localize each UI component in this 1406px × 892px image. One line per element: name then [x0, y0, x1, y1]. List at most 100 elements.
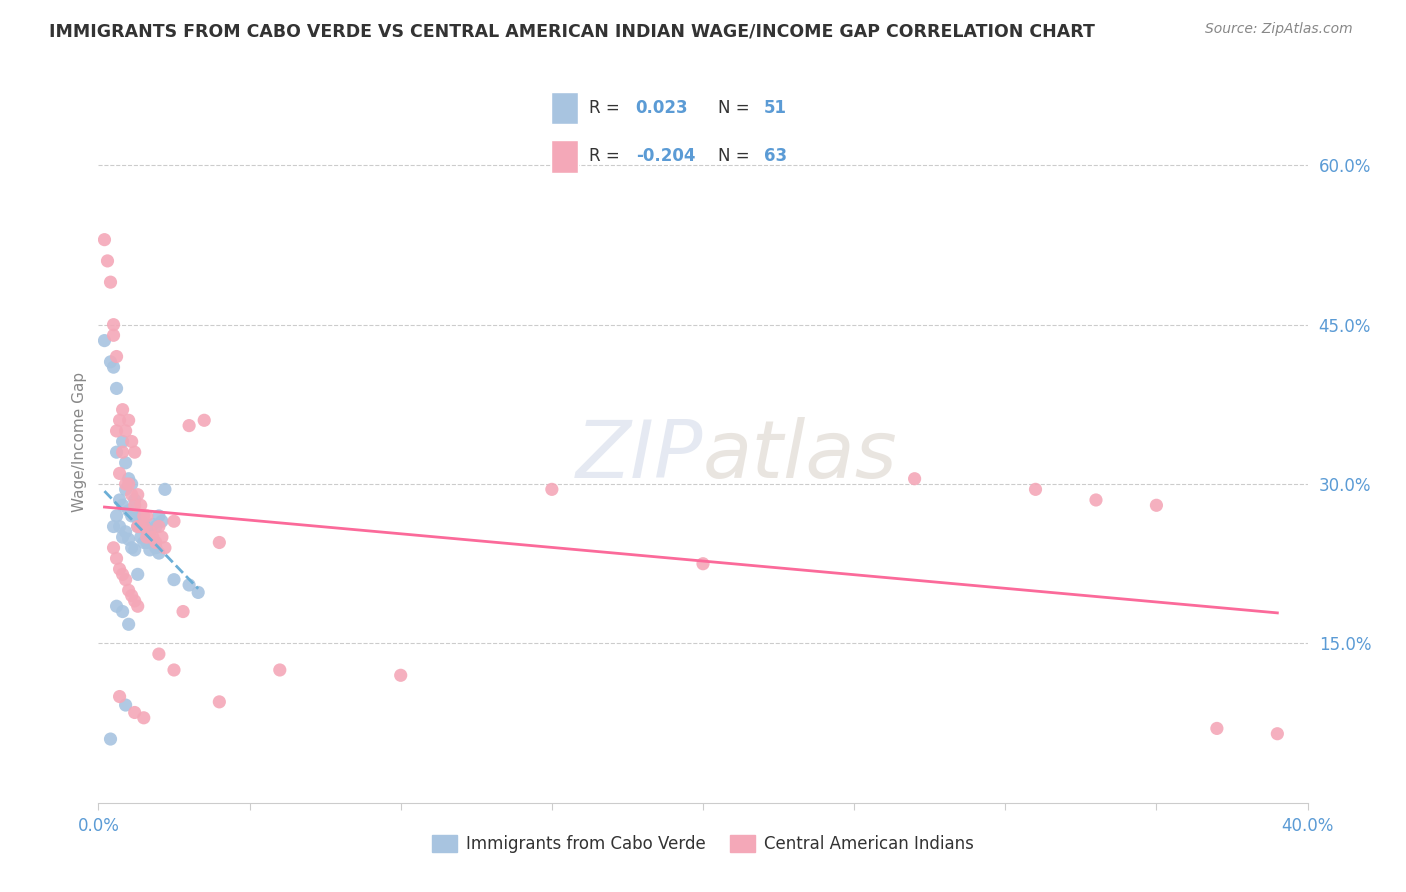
Point — [150, 514, 173, 528]
Point — [103, 328, 125, 343]
Point — [108, 467, 131, 481]
Point — [103, 318, 125, 332]
Text: 0.023: 0.023 — [636, 99, 689, 117]
Point — [153, 541, 176, 555]
Point — [124, 493, 146, 508]
Point — [118, 413, 141, 427]
Point — [193, 413, 215, 427]
Text: atlas: atlas — [703, 417, 898, 495]
Point — [139, 542, 162, 557]
Point — [105, 424, 128, 438]
Point — [124, 706, 146, 720]
Point — [142, 517, 165, 532]
Point — [132, 535, 155, 549]
Point — [139, 524, 162, 539]
Point — [105, 350, 128, 364]
Point — [692, 557, 714, 571]
Point — [114, 424, 136, 438]
Point — [121, 589, 143, 603]
Point — [121, 488, 143, 502]
Point — [129, 498, 152, 512]
Point — [163, 514, 186, 528]
Point — [121, 434, 143, 449]
Point — [145, 519, 167, 533]
Point — [187, 585, 209, 599]
Point — [111, 402, 134, 417]
Text: N =: N = — [717, 147, 755, 165]
Point — [118, 477, 141, 491]
FancyBboxPatch shape — [551, 140, 578, 173]
Point — [129, 530, 152, 544]
Point — [114, 524, 136, 539]
Point — [269, 663, 291, 677]
Point — [111, 530, 134, 544]
Point — [103, 519, 125, 533]
Point — [1267, 727, 1289, 741]
Point — [100, 732, 122, 747]
Point — [132, 508, 155, 523]
Y-axis label: Wage/Income Gap: Wage/Income Gap — [72, 371, 87, 512]
Text: 51: 51 — [763, 99, 787, 117]
Point — [1024, 483, 1046, 497]
Point — [103, 541, 125, 555]
Text: 63: 63 — [763, 147, 787, 165]
Point — [118, 533, 141, 547]
Point — [103, 360, 125, 375]
Point — [135, 530, 157, 544]
Point — [127, 519, 149, 533]
Point — [96, 254, 118, 268]
Point — [150, 530, 173, 544]
Text: R =: R = — [589, 147, 626, 165]
Point — [118, 583, 141, 598]
Point — [105, 599, 128, 614]
Point — [108, 690, 131, 704]
Point — [127, 511, 149, 525]
Point — [114, 573, 136, 587]
Point — [111, 567, 134, 582]
Point — [111, 434, 134, 449]
Point — [148, 519, 170, 533]
Point — [127, 567, 149, 582]
Point — [108, 519, 131, 533]
Point — [118, 617, 141, 632]
Point — [153, 483, 176, 497]
Text: N =: N = — [717, 99, 755, 117]
Point — [114, 477, 136, 491]
Point — [163, 663, 186, 677]
Point — [114, 456, 136, 470]
Text: IMMIGRANTS FROM CABO VERDE VS CENTRAL AMERICAN INDIAN WAGE/INCOME GAP CORRELATIO: IMMIGRANTS FROM CABO VERDE VS CENTRAL AM… — [49, 22, 1095, 40]
Point — [93, 233, 115, 247]
Point — [145, 535, 167, 549]
Point — [179, 418, 201, 433]
Point — [132, 711, 155, 725]
Point — [127, 488, 149, 502]
Point — [114, 483, 136, 497]
Point — [111, 498, 134, 512]
Point — [148, 508, 170, 523]
Point — [208, 695, 231, 709]
Text: -0.204: -0.204 — [636, 147, 695, 165]
Point — [124, 445, 146, 459]
Point — [904, 472, 927, 486]
Point — [129, 514, 152, 528]
Point — [121, 541, 143, 555]
Point — [132, 519, 155, 533]
Point — [179, 578, 201, 592]
Point — [108, 562, 131, 576]
Point — [121, 477, 143, 491]
Text: Source: ZipAtlas.com: Source: ZipAtlas.com — [1205, 22, 1353, 37]
Point — [121, 508, 143, 523]
Point — [148, 647, 170, 661]
Point — [163, 573, 186, 587]
Point — [105, 551, 128, 566]
Point — [124, 498, 146, 512]
Point — [208, 535, 231, 549]
Point — [1085, 493, 1108, 508]
Point — [1206, 722, 1229, 736]
Point — [142, 535, 165, 549]
Point — [118, 472, 141, 486]
Point — [100, 355, 122, 369]
Point — [124, 594, 146, 608]
Point — [389, 668, 412, 682]
Point — [135, 522, 157, 536]
